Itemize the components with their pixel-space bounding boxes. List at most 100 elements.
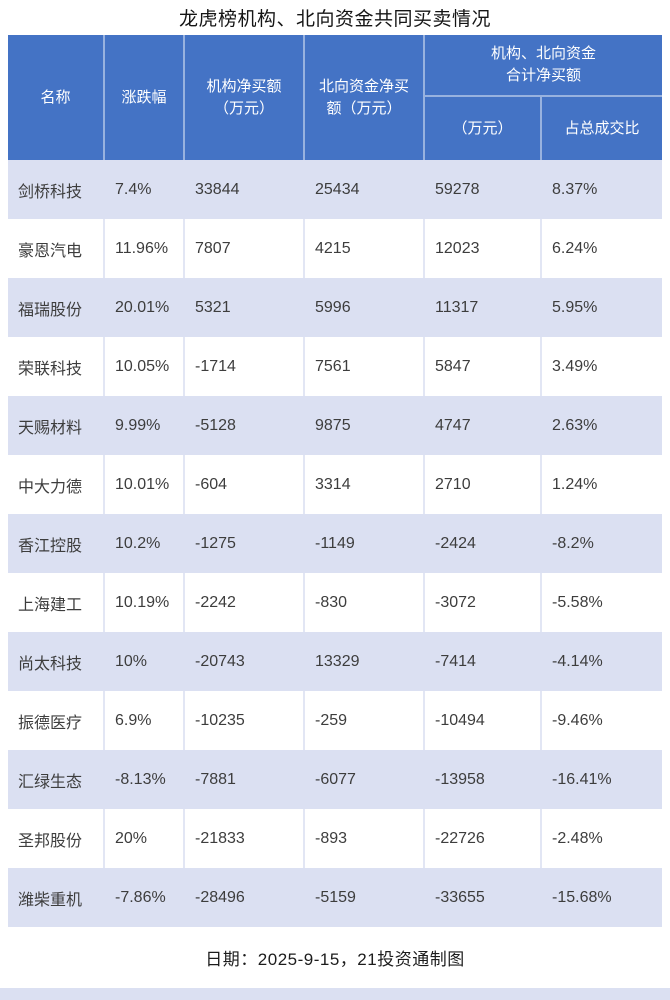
cell-stock-name: 圣邦股份 [8, 809, 105, 868]
cell-combined-net: 12023 [425, 219, 542, 278]
cell-north-net: -5159 [315, 888, 356, 906]
header-north-net: 北向资金净买 额（万元） [305, 35, 425, 160]
table-row: 福瑞股份 20.01% 5321 5996 11317 5.95% [8, 278, 662, 337]
cell-north-net: -893 [305, 809, 425, 868]
bottom-strip [0, 988, 670, 1000]
table-footer: 日期：2025-9-15，21投资通制图 [8, 927, 662, 988]
table-row: 尚太科技 10% -20743 13329 -7414 -4.14% [8, 632, 662, 691]
cell-stock-name: 剑桥科技 [18, 183, 83, 201]
cell-change-pct: 10% [115, 652, 148, 670]
cell-stock-name: 天赐材料 [18, 419, 83, 437]
header-name: 名称 [8, 35, 105, 160]
cell-combined-net: 59278 [435, 180, 480, 198]
header-combined-amount: （万元） [425, 97, 542, 160]
cell-north-net: -6077 [315, 770, 356, 788]
cell-inst-net: 5321 [195, 298, 231, 316]
data-table: 名称 涨跌幅 机构净买额 （万元） 北向资金净买 额（万元） 机构、北向资金 合… [8, 35, 662, 988]
cell-inst-net: 33844 [195, 180, 240, 198]
table-row: 潍柴重机 -7.86% -28496 -5159 -33655 -15.68% [8, 868, 662, 927]
cell-north-net: 3314 [305, 455, 425, 514]
cell-turnover-ratio: 3.49% [552, 357, 598, 375]
header-combined-ratio: 占总成交比 [564, 119, 640, 137]
cell-change-pct: 20.01% [115, 298, 170, 316]
cell-change-pct: 10.2% [115, 534, 161, 552]
cell-north-net: -259 [305, 691, 425, 750]
cell-inst-net: -2242 [185, 573, 305, 632]
cell-stock-name: 荣联科技 [8, 337, 105, 396]
cell-change-pct: 9.99% [115, 416, 161, 434]
cell-inst-net: -21833 [185, 809, 305, 868]
cell-inst-net: -20743 [195, 652, 245, 670]
cell-north-net: 5996 [315, 298, 351, 316]
cell-north-net: 13329 [315, 652, 360, 670]
cell-north-net: -1149 [315, 534, 355, 552]
cell-turnover-ratio: -16.41% [552, 770, 612, 788]
cell-combined-net: -7414 [435, 652, 476, 670]
table-row: 中大力德 10.01% -604 3314 2710 1.24% [8, 455, 662, 514]
table-row: 豪恩汽电 11.96% 7807 4215 12023 6.24% [8, 219, 662, 278]
cell-combined-net: -10494 [425, 691, 542, 750]
cell-north-net: 7561 [305, 337, 425, 396]
page-title: 龙虎榜机构、北向资金共同买卖情况 [178, 9, 491, 30]
header-inst-net: 机构净买额 （万元） [185, 35, 305, 160]
cell-stock-name: 香江控股 [18, 537, 83, 555]
cell-change-pct: 10.01% [105, 455, 185, 514]
cell-inst-net: -10235 [185, 691, 305, 750]
cell-stock-name: 潍柴重机 [18, 891, 83, 909]
cell-stock-name: 振德医疗 [8, 691, 105, 750]
cell-change-pct: 10.05% [105, 337, 185, 396]
cell-change-pct: 6.9% [105, 691, 185, 750]
table-row: 圣邦股份 20% -21833 -893 -22726 -2.48% [8, 809, 662, 868]
cell-turnover-ratio: -4.14% [552, 652, 603, 670]
table-row: 汇绿生态 -8.13% -7881 -6077 -13958 -16.41% [8, 750, 662, 809]
header-change-pct: 涨跌幅 [105, 35, 185, 160]
cell-combined-net: -33655 [435, 888, 485, 906]
cell-combined-net: -3072 [425, 573, 542, 632]
cell-combined-net: -22726 [425, 809, 542, 868]
table-row: 上海建工 10.19% -2242 -830 -3072 -5.58% [8, 573, 662, 632]
cell-change-pct: -7.86% [115, 888, 166, 906]
cell-turnover-ratio: 8.37% [552, 180, 598, 198]
cell-stock-name: 福瑞股份 [18, 301, 83, 319]
table-row: 荣联科技 10.05% -1714 7561 5847 3.49% [8, 337, 662, 396]
cell-stock-name: 尚太科技 [18, 655, 83, 673]
cell-stock-name: 上海建工 [8, 573, 105, 632]
cell-north-net: 9875 [315, 416, 351, 434]
cell-turnover-ratio: -5.58% [552, 593, 603, 611]
table-header: 名称 涨跌幅 机构净买额 （万元） 北向资金净买 额（万元） 机构、北向资金 合… [8, 35, 662, 160]
cell-combined-net: -2424 [435, 534, 476, 552]
cell-turnover-ratio: 5.95% [552, 298, 598, 316]
cell-turnover-ratio: -15.68% [552, 888, 612, 906]
cell-change-pct: 20% [105, 809, 185, 868]
cell-turnover-ratio: 1.24% [552, 475, 598, 493]
cell-change-pct: 11.96% [105, 219, 185, 278]
header-combined-group: 机构、北向资金 合计净买额 [425, 35, 662, 97]
cell-stock-name: 中大力德 [8, 455, 105, 514]
cell-turnover-ratio: -8.2% [552, 534, 594, 552]
table-row: 香江控股 10.2% -1275 -1149 -2424 -8.2% [8, 514, 662, 573]
cell-combined-net: -13958 [435, 770, 485, 788]
cell-inst-net: -1275 [195, 534, 236, 552]
cell-stock-name: 豪恩汽电 [8, 219, 105, 278]
cell-combined-net: 4747 [435, 416, 471, 434]
cell-inst-net: -28496 [195, 888, 245, 906]
cell-turnover-ratio: 6.24% [552, 239, 598, 257]
cell-inst-net: -1714 [185, 337, 305, 396]
table-row: 天赐材料 9.99% -5128 9875 4747 2.63% [8, 396, 662, 455]
table-row: 振德医疗 6.9% -10235 -259 -10494 -9.46% [8, 691, 662, 750]
cell-stock-name: 汇绿生态 [18, 773, 83, 791]
cell-combined-net: 5847 [425, 337, 542, 396]
cell-inst-net: -604 [185, 455, 305, 514]
cell-combined-net: 2710 [425, 455, 542, 514]
cell-north-net: 4215 [305, 219, 425, 278]
table-body: 剑桥科技 7.4% 33844 25434 59278 8.37% 豪恩汽电 1… [8, 160, 662, 927]
cell-turnover-ratio: -2.48% [552, 829, 603, 847]
cell-combined-net: 11317 [435, 298, 479, 316]
cell-inst-net: -5128 [195, 416, 236, 434]
table-row: 剑桥科技 7.4% 33844 25434 59278 8.37% [8, 160, 662, 219]
footer-note: 日期：2025-9-15，21投资通制图 [205, 950, 465, 969]
cell-turnover-ratio: -9.46% [552, 711, 603, 729]
cell-change-pct: 10.19% [105, 573, 185, 632]
cell-north-net: 25434 [315, 180, 360, 198]
